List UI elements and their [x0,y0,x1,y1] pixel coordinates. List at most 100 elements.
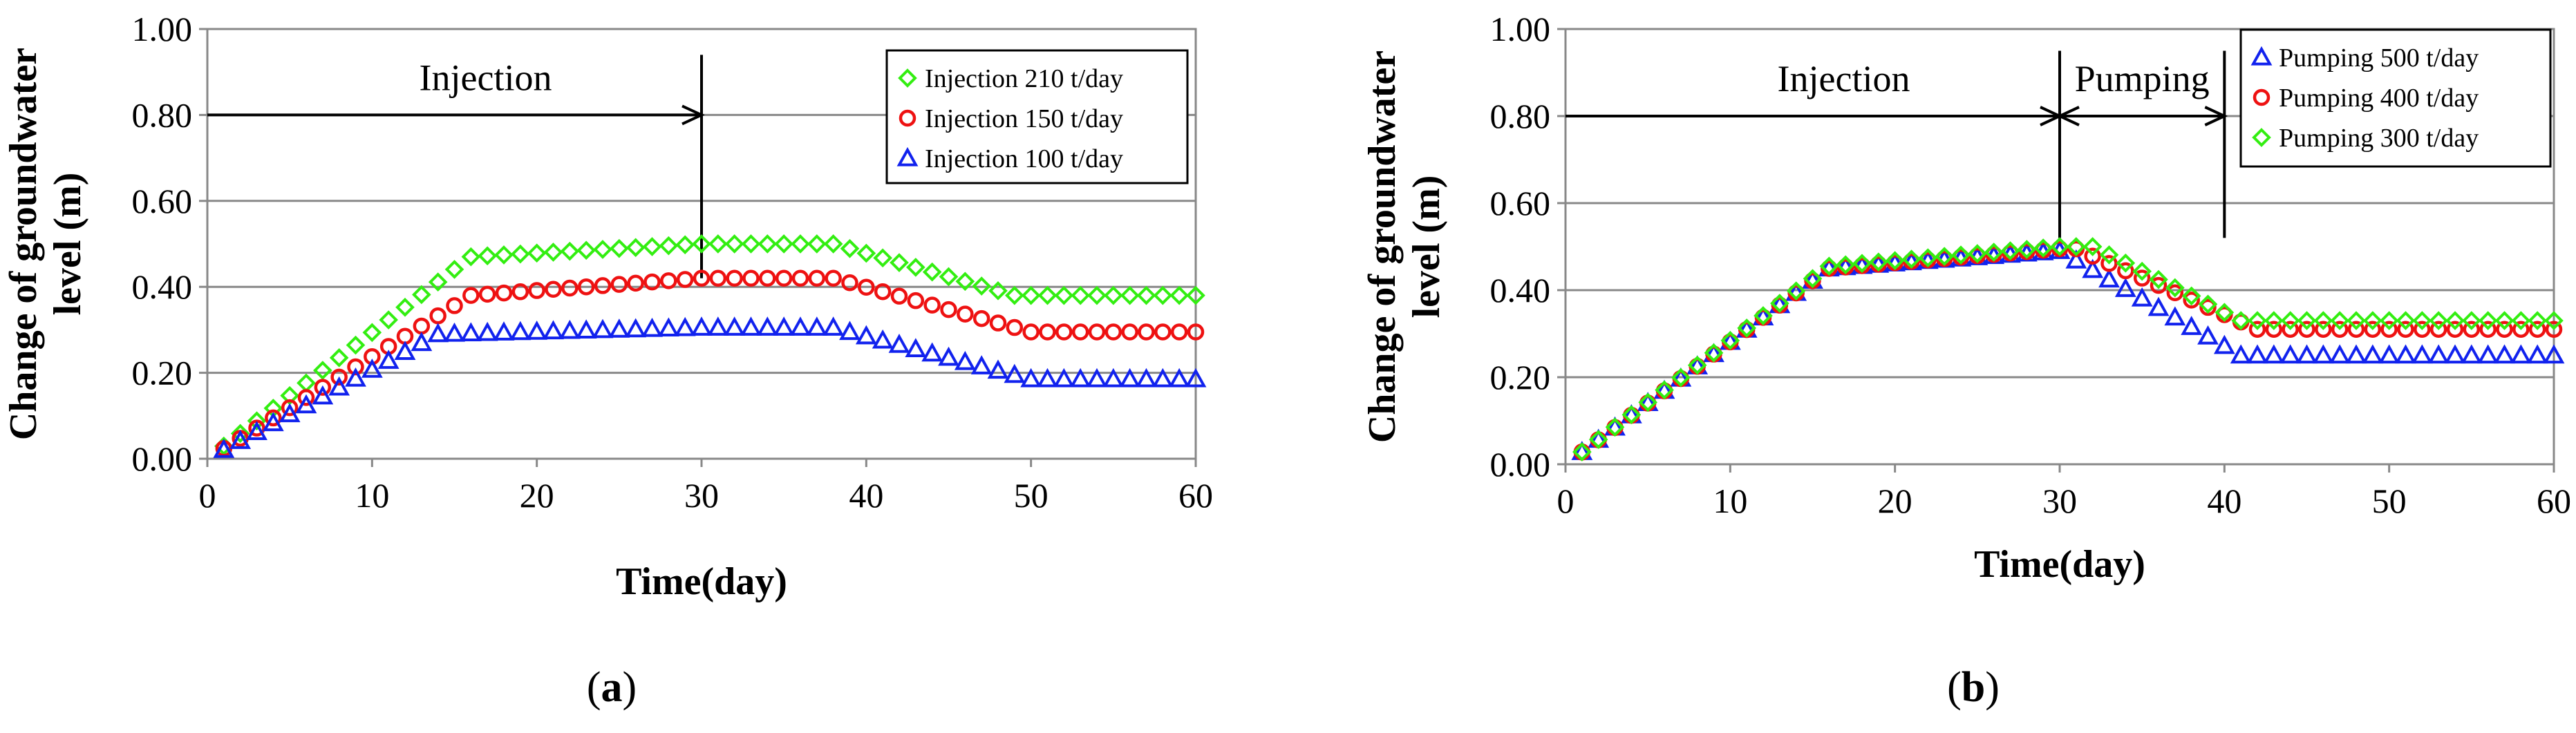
data-point [1039,323,1056,341]
data-point [1852,254,1872,274]
data-point [412,285,431,305]
data-point [1655,380,1674,400]
panel-b-annotations: Injection Pumping [1566,50,2228,238]
data-point [2098,268,2120,288]
x-tick-label: 20 [1878,482,1912,520]
data-point [2265,321,2283,338]
data-point [560,241,580,261]
data-point [2150,276,2168,294]
data-point [1087,285,1107,305]
data-point [328,376,350,396]
x-tick-label: 50 [2372,482,2407,520]
data-point [2510,344,2532,364]
data-point [2116,253,2136,273]
series-2 [1572,237,2564,461]
data-point [2380,321,2398,338]
phase-arrow-head [2204,106,2228,126]
y-tick-label: 0.20 [132,354,193,392]
series-2 [213,316,1207,458]
data-point [840,238,860,258]
data-point [1020,368,1042,388]
data-point [940,301,957,318]
data-point [2132,261,2152,281]
y-tick-label: 0.40 [1490,271,1551,310]
data-point [675,235,695,255]
data-point [2512,321,2530,338]
data-point [526,321,548,340]
data-point [822,316,845,336]
panel-b-data-points [1571,237,2565,461]
data-point [528,282,545,299]
data-point [265,409,282,427]
data-point [1671,368,1691,388]
data-point [593,240,612,259]
data-point [741,234,761,254]
data-point [1186,285,1205,305]
series-1 [215,269,1205,457]
data-point [2248,311,2267,330]
data-point [576,240,596,260]
data-point [2545,321,2563,338]
data-point [2084,247,2101,265]
data-point [545,280,562,298]
data-point [1071,285,1090,305]
data-point [1119,368,1141,388]
panel-a-data-points [213,234,1207,458]
data-point [2479,321,2497,338]
data-point [2313,311,2333,330]
data-point [808,269,826,287]
data-point [2494,311,2514,330]
data-point [2082,258,2104,278]
data-point [2345,344,2367,364]
data-point [2363,311,2382,330]
data-point [379,310,398,330]
panel-b-x-ticks: 0 10 20 30 40 50 60 [1557,464,2571,520]
data-point [1770,294,1789,313]
data-point [988,281,1008,301]
data-point [1138,323,1155,341]
data-point [2067,237,2086,256]
data-point [476,321,498,341]
data-point [972,276,991,296]
data-point [347,358,364,376]
data-point [394,341,416,360]
data-point [890,253,909,272]
data-point [858,278,875,296]
data-point [2315,321,2332,338]
panel-b-x-axis-label: Time(day) [1974,543,2145,586]
data-point [1901,249,1921,269]
data-point [577,278,595,296]
y-tick-label: 0.60 [132,182,193,220]
data-point [461,247,481,267]
legend-marker [899,109,916,127]
data-point [2427,344,2450,364]
data-point [558,319,581,339]
data-point [594,277,612,294]
data-point [855,325,877,345]
data-point [1169,285,1189,305]
data-point [2000,241,2020,260]
data-point [659,236,679,256]
data-point [2298,321,2315,338]
x-tick-label: 10 [1713,482,1747,520]
legend-marker [2252,128,2271,147]
data-point [2181,316,2203,335]
series-0 [214,234,1205,456]
data-point [2411,344,2433,364]
data-point [2444,344,2466,364]
data-point [791,234,810,254]
data-point [626,238,646,258]
legend-label: Injection 210 t/day [925,64,1123,93]
data-point [428,272,448,292]
data-point [2544,311,2564,330]
data-point [1120,285,1140,305]
x-tick-label: 50 [1014,476,1049,515]
data-point [377,350,399,369]
data-point [247,411,267,431]
data-point [1088,323,1106,341]
x-tick-label: 40 [849,476,883,515]
panel-a-x-ticks: 0 10 20 30 40 50 60 [199,459,1213,515]
data-point [608,318,630,338]
data-point [314,379,332,396]
data-point [1754,306,1773,325]
